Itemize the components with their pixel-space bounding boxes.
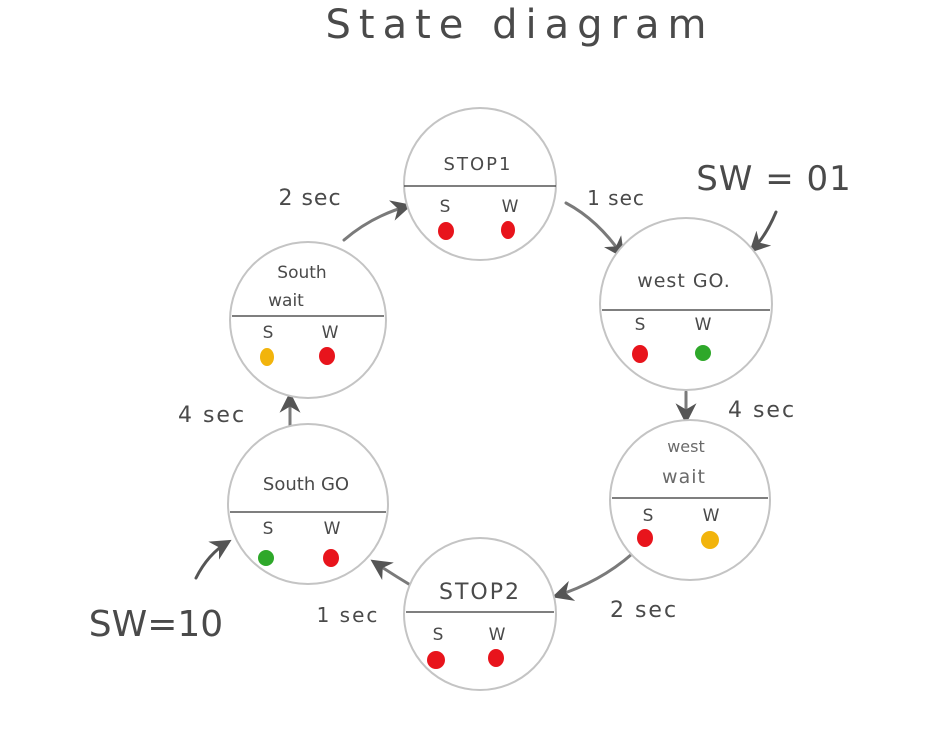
- state-west-wait-label-line1: west: [667, 437, 705, 456]
- transition-label-south-wait-stop1: 2 sec: [278, 186, 341, 211]
- state-south-wait-label-line2: wait: [268, 291, 304, 311]
- transition-label-west-go-west-wait: 4 sec: [728, 398, 796, 423]
- state-south-wait-w-light: [319, 347, 335, 365]
- transition-edges: [279, 200, 697, 601]
- state-south-wait-label-line1: South: [277, 263, 326, 283]
- state-south-go-circle: [227, 423, 389, 585]
- pointer-south-go-condition: [194, 539, 232, 580]
- diagram-title: State diagram: [326, 2, 715, 48]
- edge-south-wait-to-stop1: [342, 200, 413, 242]
- state-stop1-w-label: W: [502, 197, 519, 217]
- state-stop1-s-label: S: [440, 197, 451, 217]
- state-west-go-s-label: S: [635, 315, 646, 335]
- condition-pointers: [194, 210, 778, 580]
- transition-label-stop1-west-go: 1 sec: [587, 186, 645, 210]
- state-stop1-s-light: [438, 222, 454, 240]
- state-south-go-s-label: S: [263, 519, 274, 539]
- state-west-wait-s-light: [637, 529, 653, 547]
- state-west-go: west GO. S W: [599, 217, 773, 391]
- state-stop2: STOP2 S W: [403, 537, 557, 691]
- state-south-go-w-label: W: [324, 519, 341, 539]
- state-west-go-label: west GO.: [637, 270, 731, 292]
- state-stop1-circle: [403, 107, 557, 261]
- state-stop2-s-light: [427, 651, 445, 669]
- condition-label-south-go: SW=10: [89, 604, 223, 645]
- state-south-wait-s-label: S: [263, 323, 274, 343]
- state-west-wait-w-label: W: [703, 506, 720, 526]
- edge-west-wait-to-stop2: [551, 552, 634, 601]
- state-west-wait-s-label: S: [643, 506, 654, 526]
- edge-stop1-to-west-go: [564, 201, 625, 259]
- state-stop2-w-light: [488, 649, 504, 667]
- state-west-go-w-light: [695, 345, 711, 361]
- transition-label-south-go-south-wait: 4 sec: [178, 403, 246, 428]
- state-south-go-s-light: [258, 550, 274, 566]
- state-west-wait: west wait S W: [609, 419, 771, 581]
- transition-label-west-wait-stop2: 2 sec: [610, 598, 678, 623]
- state-west-wait-w-light: [701, 531, 719, 549]
- state-stop1: STOP1 S W: [403, 107, 557, 261]
- state-south-go-label: South GO: [263, 474, 349, 495]
- state-south-wait-s-light: [260, 348, 274, 366]
- state-stop1-label: STOP1: [444, 154, 513, 175]
- state-stop1-w-light: [501, 221, 515, 239]
- state-south-wait: South wait S W: [229, 241, 387, 399]
- state-stop2-circle: [403, 537, 557, 691]
- state-west-wait-label-line2: wait: [662, 466, 706, 488]
- transition-labels: 1 sec 4 sec 2 sec 1 sec 4 sec 2 sec: [178, 186, 796, 627]
- state-west-go-w-label: W: [695, 315, 712, 335]
- pointer-west-go-condition: [749, 210, 778, 253]
- state-west-go-circle: [599, 217, 773, 391]
- state-south-go-w-light: [323, 549, 339, 567]
- state-south-wait-w-label: W: [322, 323, 339, 343]
- edge-stop2-to-south-go: [370, 559, 414, 588]
- state-stop2-w-label: W: [489, 625, 506, 645]
- state-west-go-s-light: [632, 345, 648, 363]
- state-south-go: South GO S W: [227, 423, 389, 585]
- state-stop2-label: STOP2: [439, 580, 521, 605]
- state-stop2-s-label: S: [433, 625, 444, 645]
- condition-labels: SW = 01 SW=10: [89, 159, 852, 645]
- transition-label-stop2-south-go: 1 sec: [317, 603, 380, 627]
- condition-label-west-go: SW = 01: [696, 159, 852, 199]
